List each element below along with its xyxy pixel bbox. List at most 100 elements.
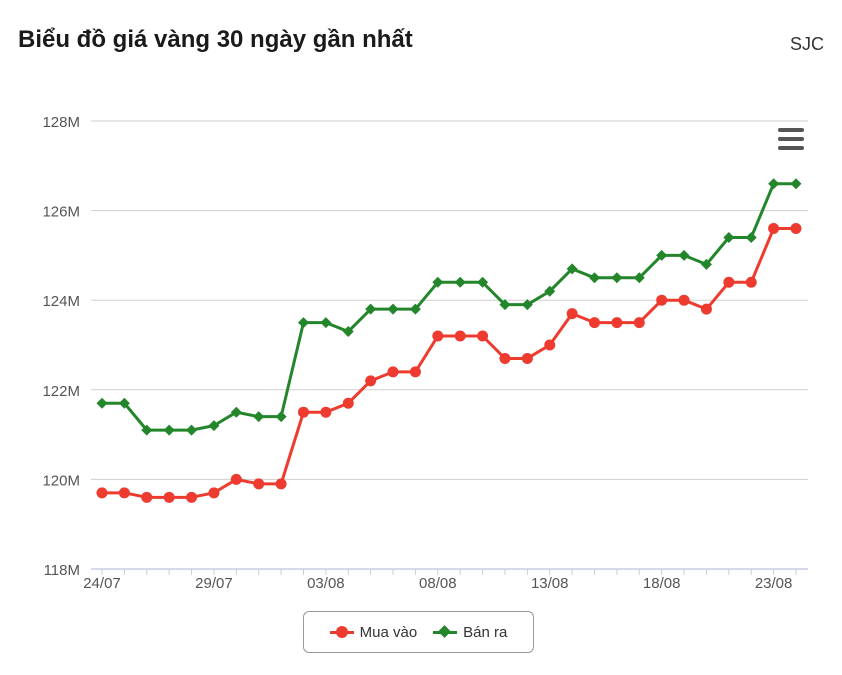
data-point — [297, 317, 309, 329]
data-point — [320, 317, 332, 329]
data-point — [141, 491, 153, 503]
data-point — [163, 491, 175, 503]
data-point — [342, 397, 354, 409]
x-tick-label: 23/08 — [755, 575, 793, 592]
x-tick-label: 13/08 — [531, 575, 569, 592]
data-point — [454, 330, 466, 342]
data-point — [320, 406, 332, 418]
page-title: Biểu đồ giá vàng 30 ngày gần nhất — [18, 26, 413, 53]
data-point — [768, 223, 780, 235]
data-point — [656, 294, 668, 306]
series-group — [96, 178, 802, 503]
grid-lines — [91, 120, 808, 570]
data-point — [499, 352, 511, 364]
data-point — [186, 424, 198, 436]
data-point — [118, 397, 130, 409]
data-point — [365, 375, 377, 387]
y-tick-label: 122M — [42, 383, 80, 400]
data-point — [477, 330, 489, 342]
data-point — [163, 424, 175, 436]
data-point — [96, 487, 108, 499]
data-point — [768, 178, 780, 190]
data-point — [745, 231, 757, 243]
y-tick-label: 128M — [42, 114, 80, 131]
x-tick-label: 18/08 — [643, 575, 681, 592]
data-point — [409, 303, 421, 315]
chart-menu-button[interactable] — [776, 128, 806, 154]
y-axis: 118M 120M 122M 124M 126M 128M — [42, 114, 80, 579]
data-point — [745, 276, 757, 288]
series-line — [102, 227, 796, 499]
hamburger-menu-icon — [778, 137, 804, 141]
y-tick-label: 118M — [44, 562, 80, 579]
legend-label-mua-vao: Mua vào — [359, 623, 418, 641]
data-point — [387, 366, 399, 378]
data-point — [723, 231, 735, 243]
data-point — [365, 303, 377, 315]
data-point — [521, 352, 533, 364]
y-tick-label: 120M — [42, 472, 80, 489]
data-point — [275, 411, 287, 423]
data-point — [387, 303, 399, 315]
data-point — [589, 272, 601, 284]
data-point — [253, 411, 265, 423]
data-point — [544, 285, 556, 297]
brand-label: SJC — [789, 34, 824, 54]
x-tick-label: 08/08 — [419, 575, 457, 592]
data-point — [499, 299, 511, 311]
data-point — [253, 478, 265, 490]
data-point — [208, 487, 220, 499]
legend-label-ban-ra: Bán ra — [463, 623, 508, 641]
data-point — [230, 406, 242, 418]
hamburger-menu-icon — [778, 146, 804, 150]
data-point — [208, 420, 220, 432]
data-point — [186, 491, 198, 503]
data-point — [342, 326, 354, 338]
legend-item-mua-vao[interactable]: Mua vào — [329, 623, 418, 641]
data-point — [275, 478, 287, 490]
data-point — [633, 317, 645, 329]
data-point — [611, 272, 623, 284]
hamburger-menu-icon — [778, 128, 804, 132]
data-point — [297, 406, 309, 418]
data-point — [432, 276, 444, 288]
data-point — [678, 294, 690, 306]
legend-item-ban-ra[interactable]: Bán ra — [433, 624, 507, 641]
data-point — [700, 258, 712, 270]
series-mua-vao — [96, 223, 802, 503]
data-point — [723, 276, 735, 288]
data-point — [477, 276, 489, 288]
data-point — [432, 330, 444, 342]
legend-diamond-icon — [433, 625, 458, 638]
legend-circle-icon — [329, 626, 354, 638]
x-tick-label: 03/08 — [307, 575, 345, 592]
data-point — [633, 272, 645, 284]
series-line — [102, 182, 796, 432]
data-point — [566, 263, 578, 275]
data-point — [544, 339, 556, 351]
x-axis: 24/07 29/07 03/08 08/08 13/08 18/08 23/08 — [83, 568, 808, 592]
data-point — [700, 303, 712, 315]
data-point — [96, 397, 108, 409]
data-point — [118, 487, 130, 499]
x-tick-label: 29/07 — [195, 575, 233, 592]
x-tick-label: 24/07 — [83, 575, 121, 592]
y-tick-label: 124M — [42, 293, 80, 310]
data-point — [521, 299, 533, 311]
data-point — [790, 178, 802, 190]
data-point — [566, 308, 578, 320]
data-point — [589, 317, 601, 329]
series-ban-ra — [96, 178, 802, 436]
data-point — [230, 473, 242, 485]
data-point — [454, 276, 466, 288]
data-point — [611, 317, 623, 329]
data-point — [678, 249, 690, 261]
chart-legend: Mua vào Bán ra — [303, 611, 534, 653]
data-point — [656, 249, 668, 261]
legend-diamond-green — [438, 625, 452, 638]
y-tick-label: 126M — [42, 204, 80, 221]
data-point — [790, 223, 802, 235]
legend-dot-red — [335, 626, 348, 638]
data-point — [141, 424, 153, 436]
